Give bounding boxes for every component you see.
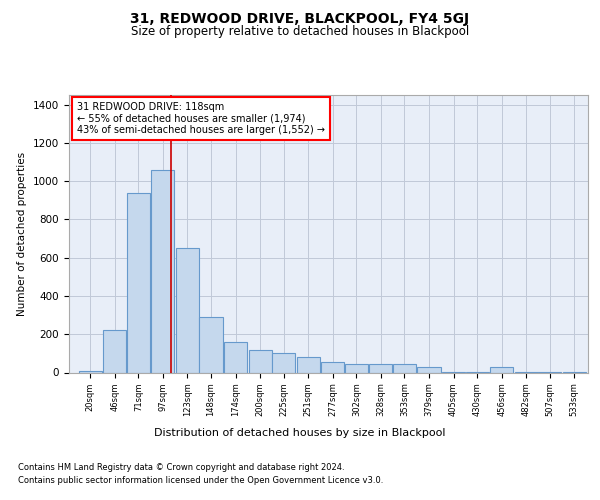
Text: Contains HM Land Registry data © Crown copyright and database right 2024.: Contains HM Land Registry data © Crown c… [18, 462, 344, 471]
Bar [79, 370, 102, 372]
Text: Size of property relative to detached houses in Blackpool: Size of property relative to detached ho… [131, 25, 469, 38]
Text: Distribution of detached houses by size in Blackpool: Distribution of detached houses by size … [154, 428, 446, 438]
Bar [321, 362, 344, 372]
Bar [296, 357, 320, 372]
Bar [370, 364, 392, 372]
Bar [490, 367, 513, 372]
Bar [127, 192, 150, 372]
Y-axis label: Number of detached properties: Number of detached properties [17, 152, 28, 316]
Bar [151, 170, 175, 372]
Text: 31, REDWOOD DRIVE, BLACKPOOL, FY4 5GJ: 31, REDWOOD DRIVE, BLACKPOOL, FY4 5GJ [130, 12, 470, 26]
Bar [199, 317, 223, 372]
Bar [176, 248, 199, 372]
Text: Contains public sector information licensed under the Open Government Licence v3: Contains public sector information licen… [18, 476, 383, 485]
Bar [418, 367, 440, 372]
Bar [272, 354, 295, 372]
Bar [393, 364, 416, 372]
Bar [248, 350, 272, 372]
Bar [224, 342, 247, 372]
Text: 31 REDWOOD DRIVE: 118sqm
← 55% of detached houses are smaller (1,974)
43% of sem: 31 REDWOOD DRIVE: 118sqm ← 55% of detach… [77, 102, 325, 135]
Bar [345, 364, 368, 372]
Bar [103, 330, 127, 372]
